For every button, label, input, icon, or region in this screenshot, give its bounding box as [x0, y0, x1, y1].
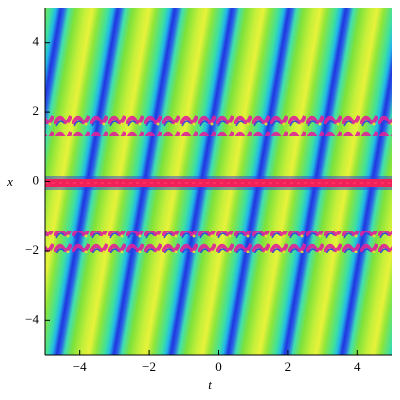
plot-field: [45, 8, 392, 355]
y-tick-label: 4: [33, 34, 40, 49]
y-tick-label: −4: [25, 311, 39, 326]
x-tick-label: 0: [215, 359, 222, 374]
x-tick-label: 4: [354, 359, 361, 374]
y-axis-label: x: [6, 174, 13, 189]
x-tick-label: −4: [73, 359, 87, 374]
x-tick-label: −2: [142, 359, 156, 374]
x-tick-label: 2: [285, 359, 292, 374]
x-axis-label: t: [208, 377, 212, 392]
y-tick-label: 2: [33, 103, 40, 118]
y-tick-label: −2: [25, 242, 39, 257]
y-tick-label: 0: [33, 172, 40, 187]
